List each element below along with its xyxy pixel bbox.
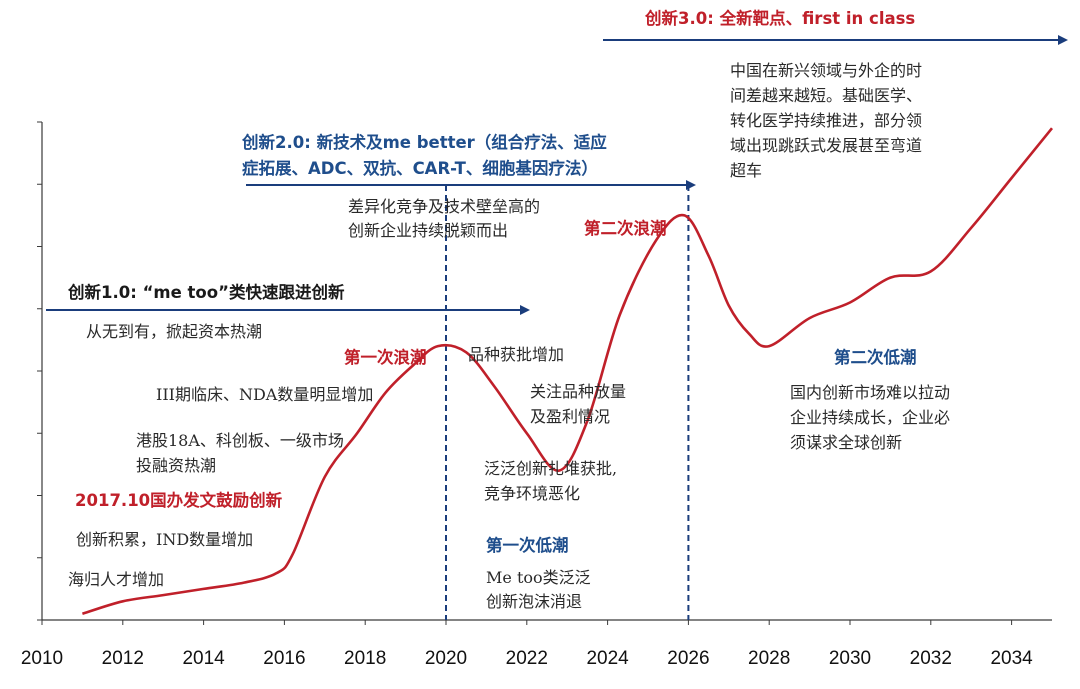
annotation-china-line3: 转化医学持续推进，部分领	[730, 111, 922, 130]
axes: 2010 2012 2014 2016 2018 2020 2022 2024 2026 2028…	[21, 121, 1052, 669]
annotation-trough1: 第一次低潮	[486, 535, 569, 555]
annotation-china-line2: 间差越来越短。基础医学、	[730, 86, 922, 105]
annotation-guonei-line2: 企业持续成长，企业必	[790, 408, 950, 427]
annotation-metoo-line2: 创新泡沫消退	[486, 592, 582, 611]
annotation-trough2: 第二次低潮	[834, 347, 917, 367]
x-tick-label: 2024	[586, 648, 629, 669]
annotation-policy-2017: 2017.10国办发文鼓励创新	[75, 490, 283, 510]
x-tick-label: 2014	[182, 648, 225, 669]
x-tick-label: 2034	[990, 648, 1033, 669]
annotation-phase3: III期临床、NDA数量明显增加	[156, 385, 373, 404]
era2-title-line2: 症拓展、ADC、双抗、CAR-T、细胞基因疗法）	[242, 158, 598, 178]
era2-title-line1: 创新2.0: 新技术及me better（组合疗法、适应	[241, 132, 607, 152]
x-tick-label: 2012	[102, 648, 144, 669]
annotation-fanfan-line2: 竞争环境恶化	[484, 484, 580, 503]
x-tick-label: 2018	[344, 648, 386, 669]
annotation-guanzhu-line1: 关注品种放量	[530, 382, 626, 401]
era-arrows	[46, 35, 1068, 315]
y-ticks	[37, 121, 42, 621]
annotation-chayi-line2: 创新企业持续脱颖而出	[348, 221, 508, 240]
x-tick-label: 2028	[748, 648, 790, 669]
annotation-guanzhu-line2: 及盈利情况	[530, 407, 610, 426]
annotation-china-line4: 域出现跳跃式发展甚至弯道	[730, 136, 922, 155]
annotation-metoo-line1: Me too类泛泛	[486, 568, 591, 587]
x-tick-label: 2026	[667, 648, 709, 669]
annotation-cong-wu: 从无到有，掀起资本热潮	[86, 322, 262, 341]
annotation-pinzhong: 品种获批增加	[468, 345, 564, 364]
annotation-china-line5: 超车	[730, 161, 762, 180]
x-tick-label: 2020	[425, 648, 467, 669]
annotation-guonei-line1: 国内创新市场难以拉动	[790, 383, 950, 402]
annotation-fanfan-line1: 泛泛创新扎堆获批,	[484, 459, 617, 478]
x-tick-label: 2030	[829, 648, 871, 669]
x-tick-label: 2010	[21, 648, 63, 669]
annotation-guonei-line3: 须谋求全球创新	[790, 433, 902, 452]
x-tick-label: 2016	[263, 648, 305, 669]
annotation-ganggu-line1: 港股18A、科创板、一级市场	[136, 431, 344, 450]
annotation-chayi-line1: 差异化竞争及技术壁垒高的	[348, 197, 540, 216]
annotation-haigui: 海归人才增加	[68, 570, 164, 589]
era3-title: 创新3.0: 全新靶点、first in class	[644, 8, 915, 28]
annotation-wave2: 第二次浪潮	[584, 218, 667, 238]
annotation-wave1: 第一次浪潮	[344, 347, 427, 367]
annotation-ganggu-line2: 投融资热潮	[136, 456, 216, 475]
annotation-chuangxin-jilei: 创新积累，IND数量增加	[76, 530, 253, 549]
innovation-curve-line	[82, 127, 1054, 616]
x-tick-label: 2022	[506, 648, 548, 669]
annotation-china-line1: 中国在新兴领域与外企的时	[730, 61, 922, 80]
x-tick-label: 2032	[910, 648, 952, 669]
era1-title: 创新1.0: “me too”类快速跟进创新	[67, 282, 345, 302]
x-ticks: 2010 2012 2014 2016 2018 2020 2022 2024 2026 2028…	[21, 620, 1033, 669]
vertical-markers	[445, 185, 690, 620]
